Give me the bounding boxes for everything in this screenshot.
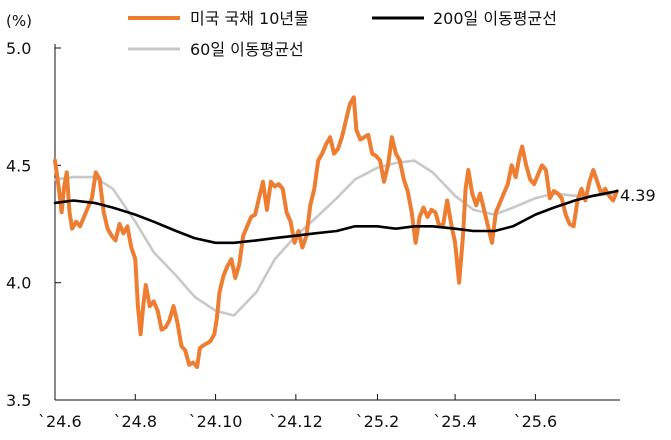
x-tick-label: `24.12 [269,412,323,431]
x-tick-label: `24.6 [38,412,82,431]
series-layer [53,95,619,370]
y-ticks: 5.0 4.5 4.0 3.5 [6,39,61,410]
y-tick-label: 4.5 [6,156,31,175]
y-tick-label: 5.0 [6,39,31,58]
x-tick-label: `25.4 [433,412,477,431]
y-unit-label: (%) [6,12,32,30]
series-line-ma60 [53,159,619,317]
series-line-treasury-10y [53,95,619,370]
series-line-ma200 [53,189,619,245]
y-tick-label: 4.0 [6,274,31,293]
y-tick-label: 3.5 [6,391,31,410]
x-tick-label: `24.10 [189,412,243,431]
x-tick-label: `25.2 [356,412,400,431]
x-tick-label: `24.8 [113,412,157,431]
x-tick-label: `25.6 [514,412,558,431]
legend-label-ma60: 60일 이동평균선 [190,40,304,59]
x-ticks: `24.6 `24.8 `24.10 `24.12 `25.2 `25.4 `25.6 [38,394,557,431]
end-value-label: 4.39 [620,186,656,205]
legend-label-ma200: 200일 이동평균선 [433,9,557,28]
legend: 미국 국채 10년물 200일 이동평균선 60일 이동평균선 [128,9,557,59]
legend-label-treasury-10y: 미국 국채 10년물 [190,9,309,28]
